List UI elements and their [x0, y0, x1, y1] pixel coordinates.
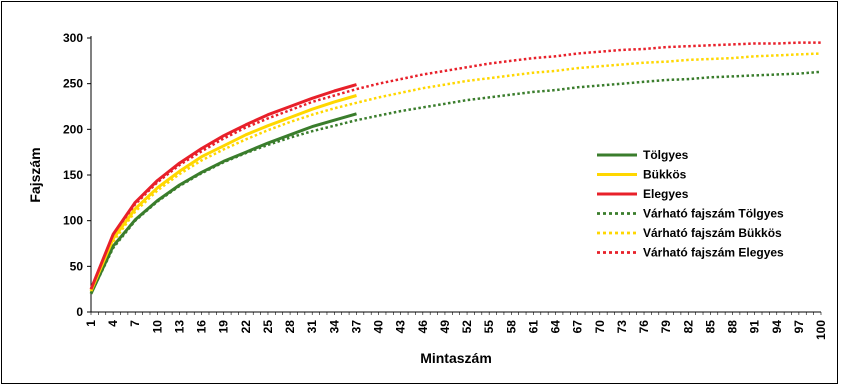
x-tick-label: 88	[726, 320, 740, 334]
x-tick-label: 76	[637, 320, 651, 334]
x-tick-label: 25	[261, 320, 275, 334]
x-tick-label: 37	[349, 320, 363, 334]
expected-series-line-4	[89, 70, 822, 295]
x-tick-label: 22	[239, 320, 253, 334]
y-axis-title: Fajszám	[27, 147, 43, 202]
x-tick-label: 67	[571, 320, 585, 334]
x-tick-label: 58	[504, 320, 518, 334]
series-line-2	[89, 94, 357, 292]
x-tick-label: 40	[372, 320, 386, 334]
expected-series-line-6	[89, 41, 821, 291]
legend-label: Tölgyes	[643, 148, 689, 162]
legend-label: Várható fajszám Elegyes	[643, 246, 784, 260]
x-axis-title: Mintaszám	[420, 350, 492, 366]
legend-label: Bükkös	[643, 168, 687, 182]
y-tick-label: 100	[63, 214, 83, 228]
x-tick-label: 100	[814, 320, 828, 340]
series-line-3	[89, 83, 357, 290]
x-tick-label: 43	[394, 320, 408, 334]
legend-label: Várható fajszám Bükkös	[643, 226, 782, 240]
x-tick-label: 13	[172, 320, 186, 334]
y-tick-label: 300	[63, 31, 83, 45]
x-tick-label: 1	[84, 320, 98, 327]
x-tick-label: 64	[549, 320, 563, 334]
y-tick-label: 50	[70, 259, 84, 273]
x-tick-label: 94	[770, 320, 784, 334]
x-tick-label: 10	[150, 320, 164, 334]
x-tick-label: 85	[703, 320, 717, 334]
x-tick-label: 49	[438, 320, 452, 334]
x-tick-label: 4	[106, 320, 120, 327]
legend-label: Várható fajszám Tölgyes	[643, 207, 784, 221]
y-tick-label: 250	[63, 77, 83, 91]
axes: 0 50 100 150 200 250 300 1 4 7 10 13 16 19 22 25 28 31 34 3…	[63, 31, 828, 340]
x-tick-label: 70	[593, 320, 607, 334]
x-tick-label: 52	[460, 320, 474, 334]
y-tick-label: 200	[63, 122, 83, 136]
x-tick-label: 7	[128, 320, 142, 327]
x-tick-label: 19	[217, 320, 231, 334]
x-tick-label: 82	[681, 320, 695, 334]
series-line-1	[89, 112, 357, 295]
series-group	[89, 41, 822, 295]
x-tick-label: 34	[327, 320, 341, 334]
x-tick-label: 91	[748, 320, 762, 334]
x-tick-label: 46	[416, 320, 430, 334]
y-tick-label: 0	[76, 305, 83, 319]
x-tick-label: 16	[195, 320, 209, 334]
x-tick-label: 28	[283, 320, 297, 334]
x-tick-label: 79	[659, 320, 673, 334]
x-tick-label: 31	[305, 320, 319, 334]
x-tick-label: 61	[526, 320, 540, 334]
x-tick-label: 97	[792, 320, 806, 334]
y-tick-label: 150	[63, 168, 83, 182]
x-tick-label: 55	[482, 320, 496, 334]
legend-label: Elegyes	[643, 187, 689, 201]
legend: Tölgyes Bükkös Elegyes Várható fajszám Tölg…	[597, 148, 784, 260]
x-tick-label: 73	[615, 320, 629, 334]
